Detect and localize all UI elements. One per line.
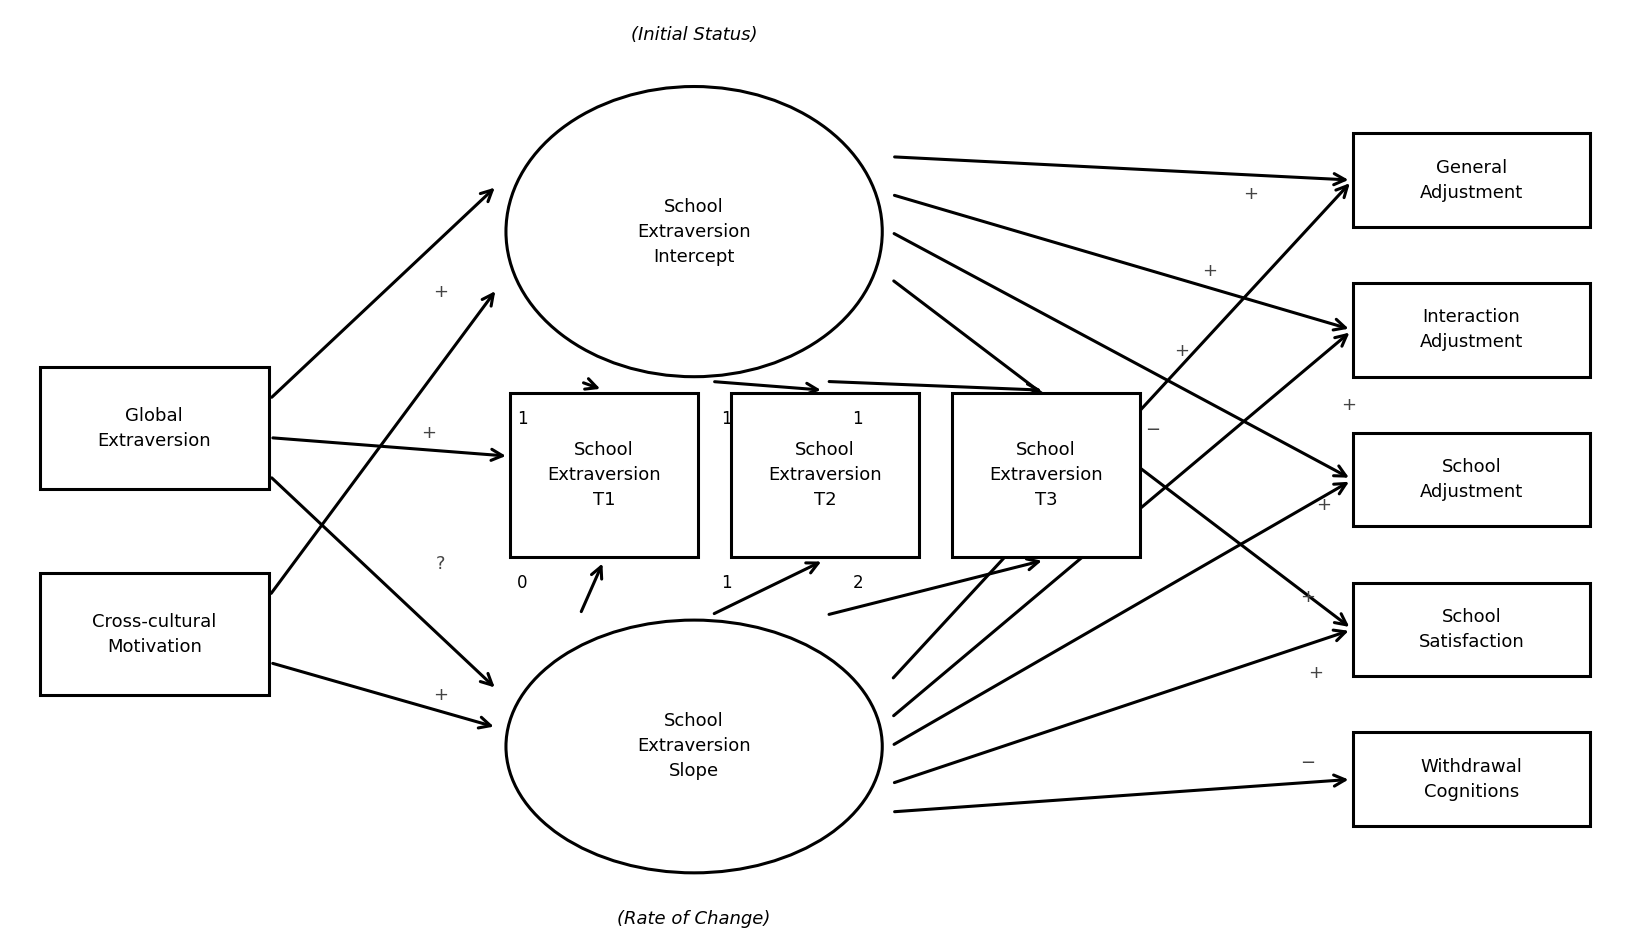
Text: +: + bbox=[1175, 342, 1190, 360]
Text: (Initial Status): (Initial Status) bbox=[630, 27, 757, 45]
Text: +: + bbox=[1300, 588, 1315, 606]
FancyBboxPatch shape bbox=[1353, 732, 1591, 826]
FancyBboxPatch shape bbox=[40, 573, 269, 695]
Text: −: − bbox=[1300, 754, 1315, 772]
Text: Withdrawal
Cognitions: Withdrawal Cognitions bbox=[1421, 758, 1523, 801]
Text: 1: 1 bbox=[853, 409, 863, 428]
Text: +: + bbox=[1308, 664, 1323, 682]
FancyBboxPatch shape bbox=[1353, 433, 1591, 526]
Text: 1: 1 bbox=[721, 409, 733, 428]
FancyBboxPatch shape bbox=[952, 393, 1140, 557]
Text: School
Extraversion
T3: School Extraversion T3 bbox=[988, 441, 1102, 509]
Text: +: + bbox=[432, 686, 449, 704]
Text: School
Adjustment: School Adjustment bbox=[1419, 458, 1523, 502]
Ellipse shape bbox=[507, 86, 883, 377]
Text: School
Extraversion
Slope: School Extraversion Slope bbox=[637, 712, 751, 781]
Text: ?: ? bbox=[436, 555, 446, 573]
FancyBboxPatch shape bbox=[40, 368, 269, 489]
FancyBboxPatch shape bbox=[731, 393, 919, 557]
Ellipse shape bbox=[507, 620, 883, 873]
Text: +: + bbox=[1201, 262, 1218, 280]
Text: Cross-cultural
Motivation: Cross-cultural Motivation bbox=[92, 613, 216, 655]
Text: Interaction
Adjustment: Interaction Adjustment bbox=[1419, 309, 1523, 352]
Text: School
Extraversion
T1: School Extraversion T1 bbox=[548, 441, 662, 509]
Text: +: + bbox=[1317, 496, 1332, 514]
Text: 0: 0 bbox=[516, 574, 528, 592]
Text: +: + bbox=[432, 283, 449, 301]
Text: School
Extraversion
Intercept: School Extraversion Intercept bbox=[637, 198, 751, 266]
Text: 1: 1 bbox=[516, 409, 528, 428]
Text: 2: 2 bbox=[853, 574, 863, 592]
Text: +: + bbox=[421, 424, 437, 442]
Text: +: + bbox=[1242, 185, 1257, 203]
Text: General
Adjustment: General Adjustment bbox=[1419, 159, 1523, 201]
FancyBboxPatch shape bbox=[510, 393, 698, 557]
FancyBboxPatch shape bbox=[1353, 582, 1591, 676]
FancyBboxPatch shape bbox=[1353, 133, 1591, 227]
Text: (Rate of Change): (Rate of Change) bbox=[617, 910, 771, 928]
FancyBboxPatch shape bbox=[1353, 283, 1591, 377]
Text: School
Extraversion
T2: School Extraversion T2 bbox=[769, 441, 881, 509]
Text: Global
Extraversion: Global Extraversion bbox=[97, 407, 211, 449]
Text: +: + bbox=[1341, 396, 1356, 414]
Text: 1: 1 bbox=[721, 574, 733, 592]
Text: −: − bbox=[1145, 421, 1160, 439]
Text: School
Satisfaction: School Satisfaction bbox=[1419, 608, 1525, 651]
